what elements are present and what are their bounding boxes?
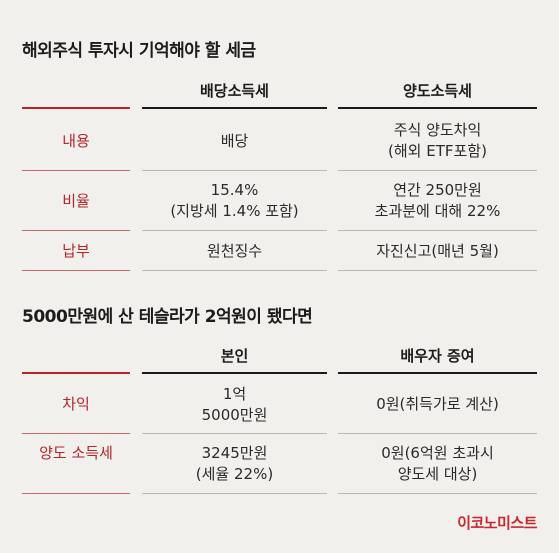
table1-col1-rule xyxy=(142,107,327,109)
table2-row2-col2: 0원(6억원 초과시 양도세 대상) xyxy=(338,443,537,485)
table2-row-label-capital-gains-tax: 양도 소득세 xyxy=(22,443,130,464)
table1-row-divider xyxy=(338,230,537,231)
table1-row1-col2: 주식 양도차익 (해외 ETF포함) xyxy=(338,120,537,162)
table1-row-divider xyxy=(22,170,130,171)
table1-bottom-rule xyxy=(338,270,537,271)
table2-row-divider xyxy=(22,433,130,434)
table2-title: 5000만원에 산 테슬라가 2억원이 됐다면 xyxy=(22,302,312,327)
table1-title: 해외주식 투자시 기억해야 할 세금 xyxy=(22,36,256,61)
table1-row3-col1: 원천징수 xyxy=(142,241,327,262)
table1-row2-col2: 연간 250만원 초과분에 대해 22% xyxy=(338,180,537,222)
table2-row-divider xyxy=(338,433,537,434)
table1-row-label-payment: 납부 xyxy=(22,241,130,262)
table1-bottom-rule xyxy=(22,270,130,271)
table2-row1-col1: 1억 5000만원 xyxy=(142,384,327,426)
table1-row-divider xyxy=(338,170,537,171)
table2-label-rule xyxy=(22,372,130,374)
table1-row-divider xyxy=(142,230,327,231)
table2-bottom-rule xyxy=(22,493,130,494)
table1-row2-col1: 15.4% (지방세 1.4% 포함) xyxy=(142,180,327,222)
table1-header-dividend-tax: 배당소득세 xyxy=(142,80,327,101)
table2-col1-rule xyxy=(142,372,327,374)
table2-bottom-rule xyxy=(142,493,327,494)
table1-label-rule xyxy=(22,107,130,109)
table1-header-capital-gains-tax: 양도소득세 xyxy=(338,80,537,101)
table2-row-divider xyxy=(142,433,327,434)
table1-row-label-rate: 비율 xyxy=(22,191,130,212)
table1-col2-rule xyxy=(338,107,537,109)
table1-row3-col2: 자진신고(매년 5월) xyxy=(338,241,537,262)
brand-logo: 이코노미스트 xyxy=(457,512,537,533)
table2-col2-rule xyxy=(338,372,537,374)
table2-header-spouse-gift: 배우자 증여 xyxy=(338,345,537,366)
table1-row-divider xyxy=(22,230,130,231)
table2-row-label-gain: 차익 xyxy=(22,394,130,415)
table1-row-label-content: 내용 xyxy=(22,131,130,152)
table2-row2-col1: 3245만원 (세율 22%) xyxy=(142,443,327,485)
table2-header-self: 본인 xyxy=(142,345,327,366)
table1-row-divider xyxy=(142,170,327,171)
table1-row1-col1: 배당 xyxy=(142,131,327,152)
table2-row1-col2: 0원(취득가로 계산) xyxy=(338,394,537,415)
table2-bottom-rule xyxy=(338,493,537,494)
table1-bottom-rule xyxy=(142,270,327,271)
